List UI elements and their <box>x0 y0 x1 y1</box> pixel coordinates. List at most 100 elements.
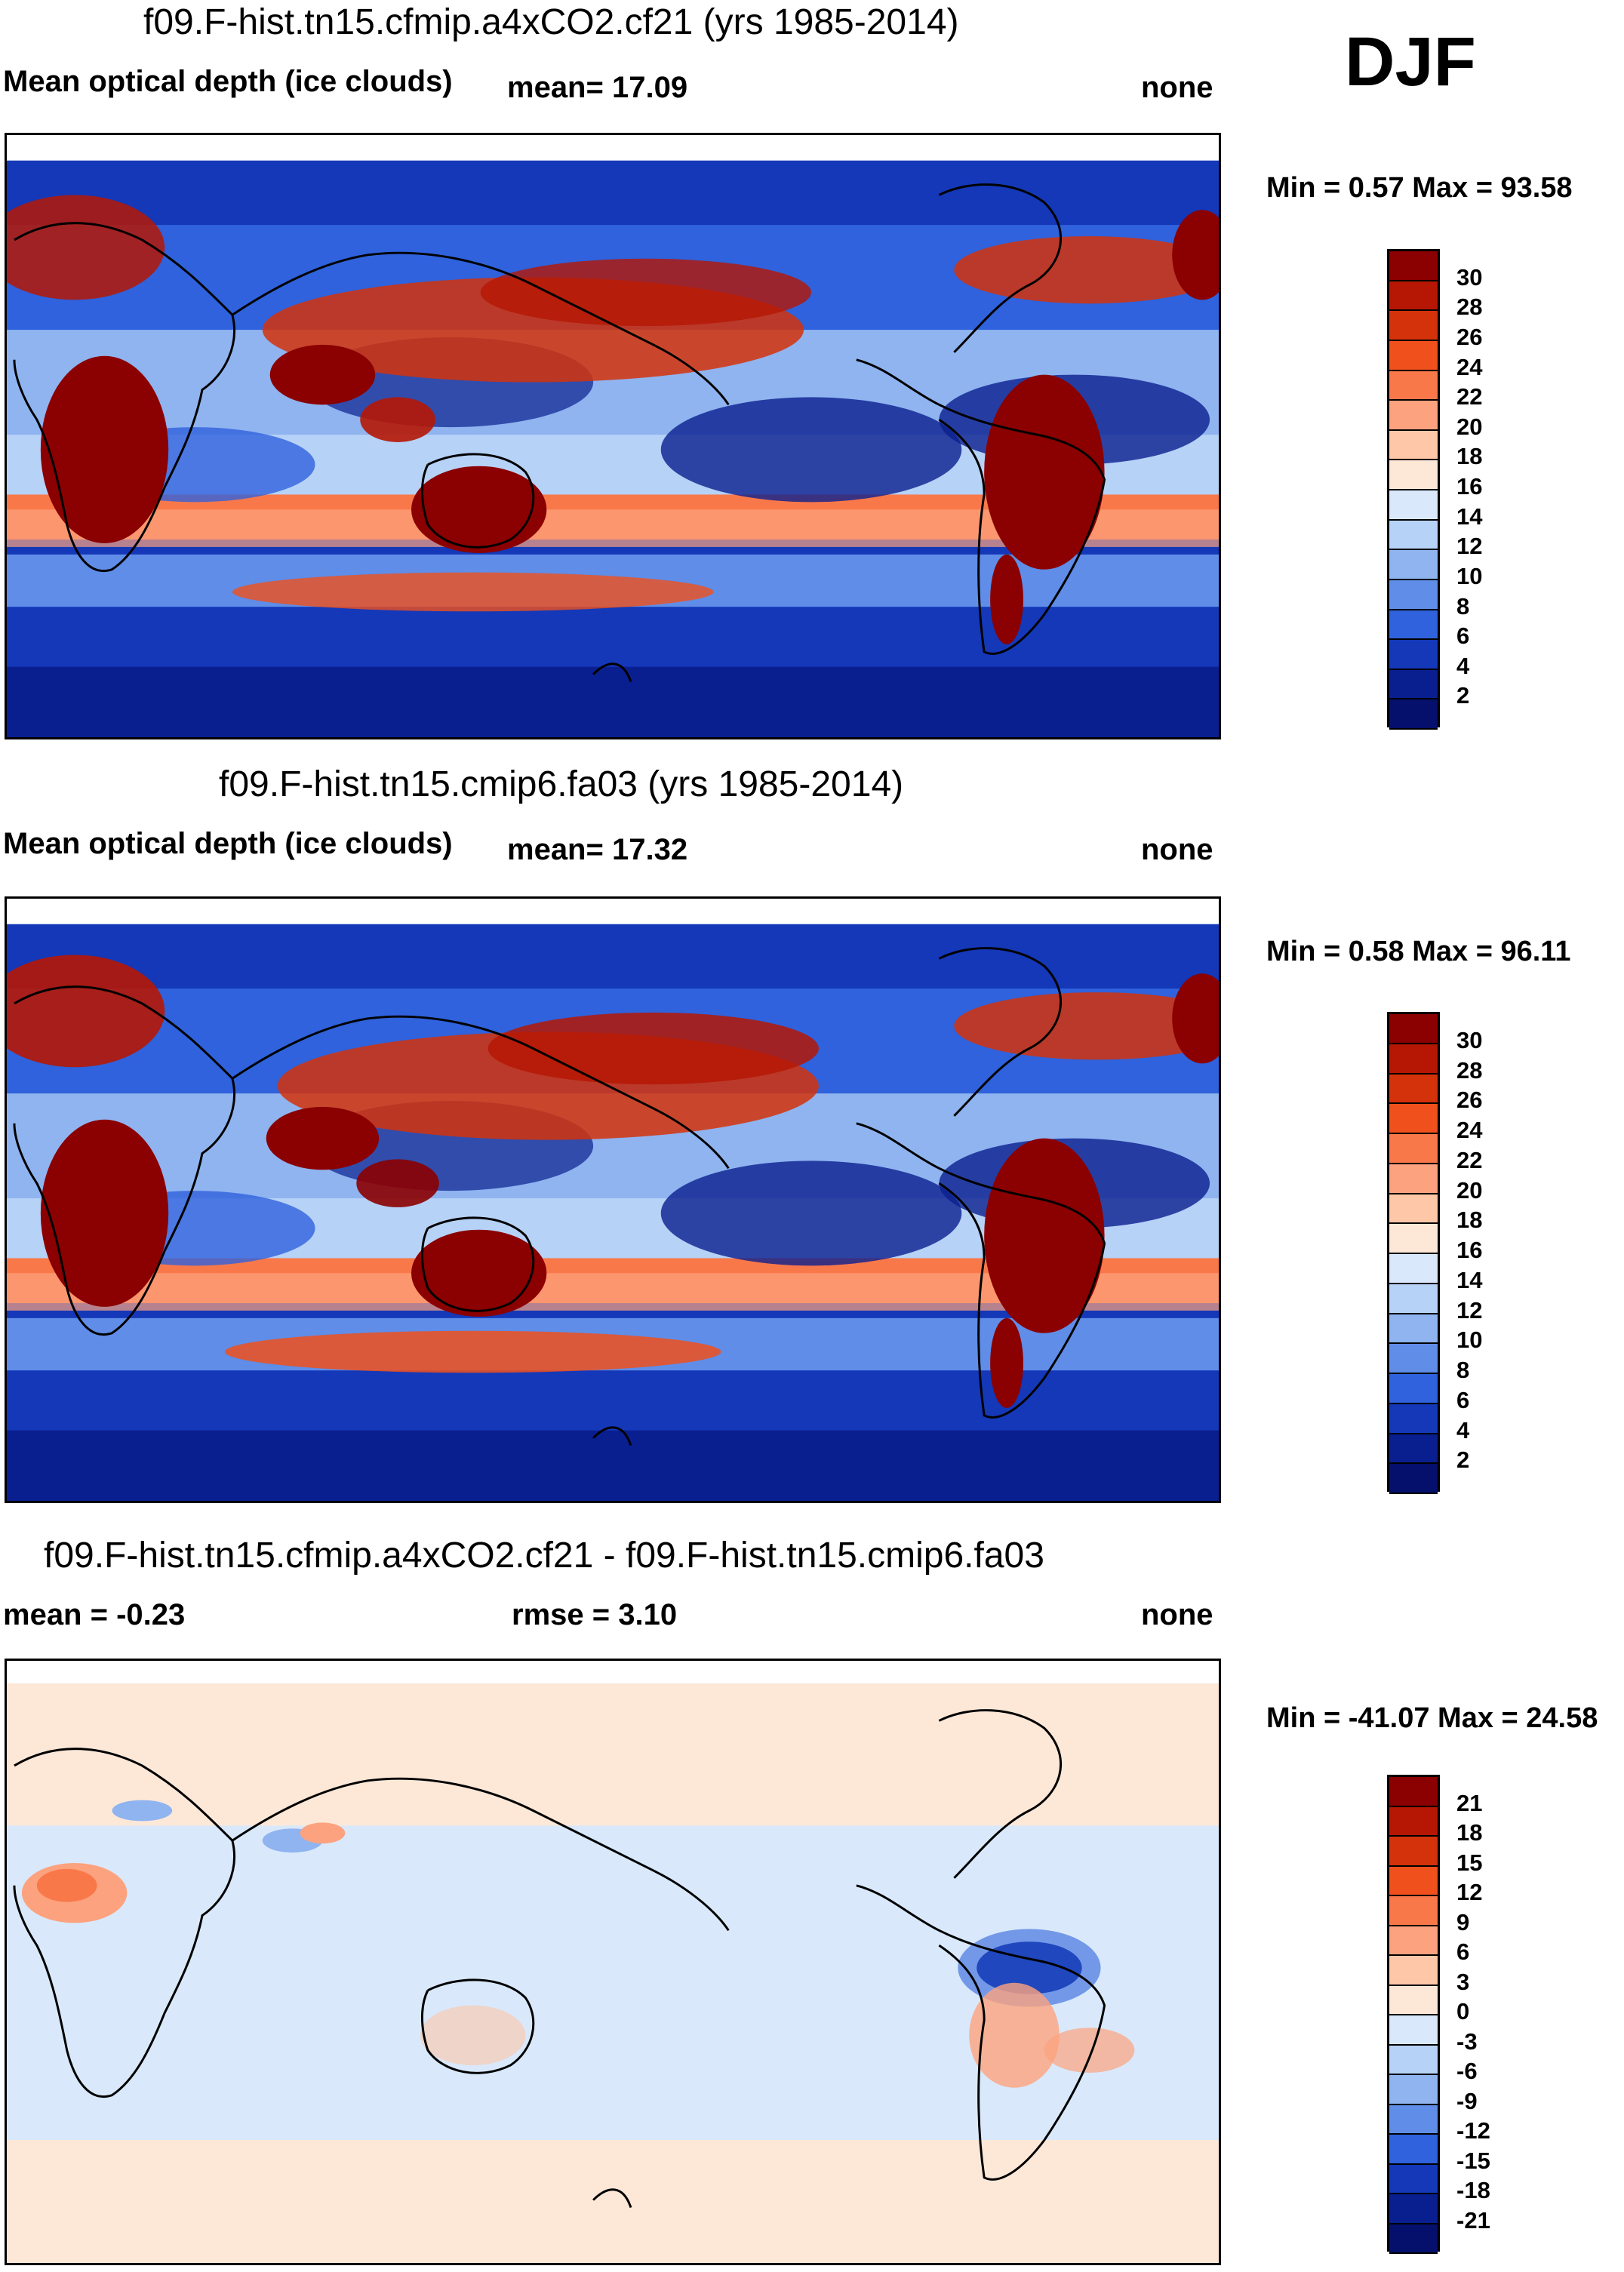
panel3-colorbar-tick-label: 18 <box>1456 1819 1483 1846</box>
panel3-colorbar-swatch <box>1389 2224 1438 2254</box>
panel3-colorbar-tick-label: -21 <box>1456 2206 1490 2234</box>
panel1-colorbar-swatch <box>1389 699 1438 730</box>
panel2-colorbar-swatch <box>1389 1224 1438 1254</box>
panel1-colorbar-swatch <box>1389 550 1438 580</box>
panel3-colorbar-swatch <box>1389 2075 1438 2105</box>
panel1-colorbar-tick-label: 18 <box>1456 443 1483 470</box>
panel2-colorbar-swatch <box>1389 1254 1438 1284</box>
panel1-colorbar-tick-label: 12 <box>1456 533 1483 560</box>
panel2-colorbar-tick-label: 16 <box>1456 1237 1483 1263</box>
panel2-colorbar-tick-label: 20 <box>1456 1176 1483 1204</box>
panel2-map-field <box>7 899 1219 1501</box>
panel3-colorbar-tick-label: 12 <box>1456 1879 1483 1905</box>
panel1-colorbar-tick-label: 10 <box>1456 562 1483 589</box>
panel1-colorbar-swatch <box>1389 430 1438 461</box>
panel2-colorbar-swatch <box>1389 1074 1438 1105</box>
panel3-colorbar-tick-label: 21 <box>1456 1789 1483 1816</box>
panel2-colorbar-swatch <box>1389 1344 1438 1374</box>
panel3-colorbar-swatch <box>1389 2194 1438 2224</box>
panel2-colorbar-tick-label: 26 <box>1456 1087 1483 1114</box>
panel2-colorbar-swatch <box>1389 1014 1438 1044</box>
panel1-colorbar-swatch <box>1389 460 1438 490</box>
panel2-variable-label: Mean optical depth (ice clouds) <box>3 827 453 860</box>
panel1-colorbar-tick-label: 14 <box>1456 503 1483 530</box>
panel1-colorbar-tick-label: 4 <box>1456 652 1470 679</box>
panel1-colorbar-swatch <box>1389 669 1438 700</box>
panel1-variable-label: Mean optical depth (ice clouds) <box>3 65 453 98</box>
panel1-colorbar-swatch <box>1389 580 1438 610</box>
panel1-colorbar-swatch <box>1389 370 1438 401</box>
panel1-colorbar-tick-label: 20 <box>1456 413 1483 440</box>
panel3-colorbar-swatch <box>1389 2164 1438 2194</box>
panel1-colorbar-swatch <box>1389 311 1438 341</box>
panel3-colorbar-swatch <box>1389 1956 1438 1986</box>
panel1-colorbar-tick-label: 30 <box>1456 263 1483 291</box>
panel3-colorbar-swatch <box>1389 2104 1438 2135</box>
panel3-colorbar-tick-label: -3 <box>1456 2028 1478 2055</box>
panel3-colorbar-swatch <box>1389 1777 1438 1807</box>
panel1-colorbar-tick-label: 8 <box>1456 592 1470 619</box>
panel2-title: f09.F-hist.tn15.cmip6.fa03 (yrs 1985-201… <box>219 764 904 804</box>
panel2-colorbar-swatch <box>1389 1464 1438 1494</box>
panel2-colorbar-tick-label: 8 <box>1456 1357 1470 1383</box>
panel2-colorbar-swatch <box>1389 1044 1438 1075</box>
panel3-colorbar-swatch <box>1389 1806 1438 1837</box>
panel3-colorbar-swatch <box>1389 1866 1438 1896</box>
panel1-colorbar <box>1387 249 1440 730</box>
panel1-colorbar-swatch <box>1389 610 1438 641</box>
panel2-colorbar-tick-label: 6 <box>1456 1386 1470 1413</box>
season-label: DJF <box>1345 23 1476 100</box>
panel2-colorbar-swatch <box>1389 1104 1438 1134</box>
panel3-colorbar-swatch <box>1389 2135 1438 2165</box>
panel2-colorbar-swatch <box>1389 1314 1438 1345</box>
panel1-colorbar-tick-label: 24 <box>1456 353 1483 380</box>
panel1-colorbar-tick-label: 22 <box>1456 383 1483 410</box>
panel2-colorbar-tick-label: 10 <box>1456 1327 1483 1354</box>
panel1-colorbar-tick-label: 6 <box>1456 623 1470 650</box>
panel2-units-label: none <box>1141 833 1213 866</box>
panel2-colorbar-tick-label: 4 <box>1456 1416 1470 1443</box>
panel3-minmax-label: Min = -41.07 Max = 24.58 <box>1266 1702 1598 1734</box>
panel2-colorbar-tick-label: 30 <box>1456 1026 1483 1053</box>
panel2-colorbar-tick-label: 18 <box>1456 1207 1483 1234</box>
panel2-colorbar <box>1387 1012 1440 1494</box>
panel3-title: f09.F-hist.tn15.cfmip.a4xCO2.cf21 - f09.… <box>44 1536 1044 1576</box>
panel2-colorbar-swatch <box>1389 1164 1438 1194</box>
panel3-map-field <box>7 1661 1219 2263</box>
panel3-colorbar-swatch <box>1389 2045 1438 2075</box>
panel2-colorbar-swatch <box>1389 1434 1438 1465</box>
panel1-title: f09.F-hist.tn15.cfmip.a4xCO2.cf21 (yrs 1… <box>143 2 959 42</box>
panel1-colorbar-swatch <box>1389 340 1438 371</box>
panel2-mean-label: mean= 17.32 <box>507 833 688 866</box>
panel2-colorbar-swatch <box>1389 1134 1438 1164</box>
panel3-colorbar-tick-label: 6 <box>1456 1938 1470 1965</box>
panel3-colorbar-tick-label: 15 <box>1456 1849 1483 1876</box>
panel3-map <box>5 1659 1221 2265</box>
panel2-colorbar-tick-label: 12 <box>1456 1296 1483 1324</box>
panel1-mean-label: mean= 17.09 <box>507 71 688 104</box>
panel1-colorbar-swatch <box>1389 640 1438 670</box>
panel3-colorbar-tick-label: 3 <box>1456 1968 1470 1995</box>
panel2-colorbar-tick-label: 22 <box>1456 1146 1483 1173</box>
panel2-map <box>5 896 1221 1503</box>
panel1-colorbar-tick-label: 28 <box>1456 294 1483 321</box>
panel3-colorbar-tick-label: -12 <box>1456 2117 1490 2144</box>
panel3-mean-label: mean = -0.23 <box>3 1598 186 1631</box>
panel3-colorbar-swatch <box>1389 1837 1438 1867</box>
panel3-colorbar-swatch <box>1389 1985 1438 2015</box>
panel2-colorbar-tick-label: 28 <box>1456 1056 1483 1084</box>
panel3-colorbar <box>1387 1775 1440 2254</box>
panel2-colorbar-swatch <box>1389 1284 1438 1314</box>
panel2-colorbar-swatch <box>1389 1194 1438 1225</box>
panel3-colorbar-tick-label: 9 <box>1456 1908 1470 1935</box>
panel1-units-label: none <box>1141 71 1213 104</box>
panel3-colorbar-tick-label: -6 <box>1456 2058 1478 2084</box>
panel2-colorbar-tick-label: 14 <box>1456 1266 1483 1293</box>
panel1-colorbar-swatch <box>1389 490 1438 521</box>
panel3-colorbar-tick-label: -15 <box>1456 2147 1490 2174</box>
panel1-minmax-label: Min = 0.57 Max = 93.58 <box>1266 172 1573 204</box>
panel3-colorbar-swatch <box>1389 1896 1438 1926</box>
panel3-units-label: none <box>1141 1598 1213 1631</box>
panel1-colorbar-swatch <box>1389 251 1438 281</box>
panel1-colorbar-tick-label: 2 <box>1456 682 1470 709</box>
